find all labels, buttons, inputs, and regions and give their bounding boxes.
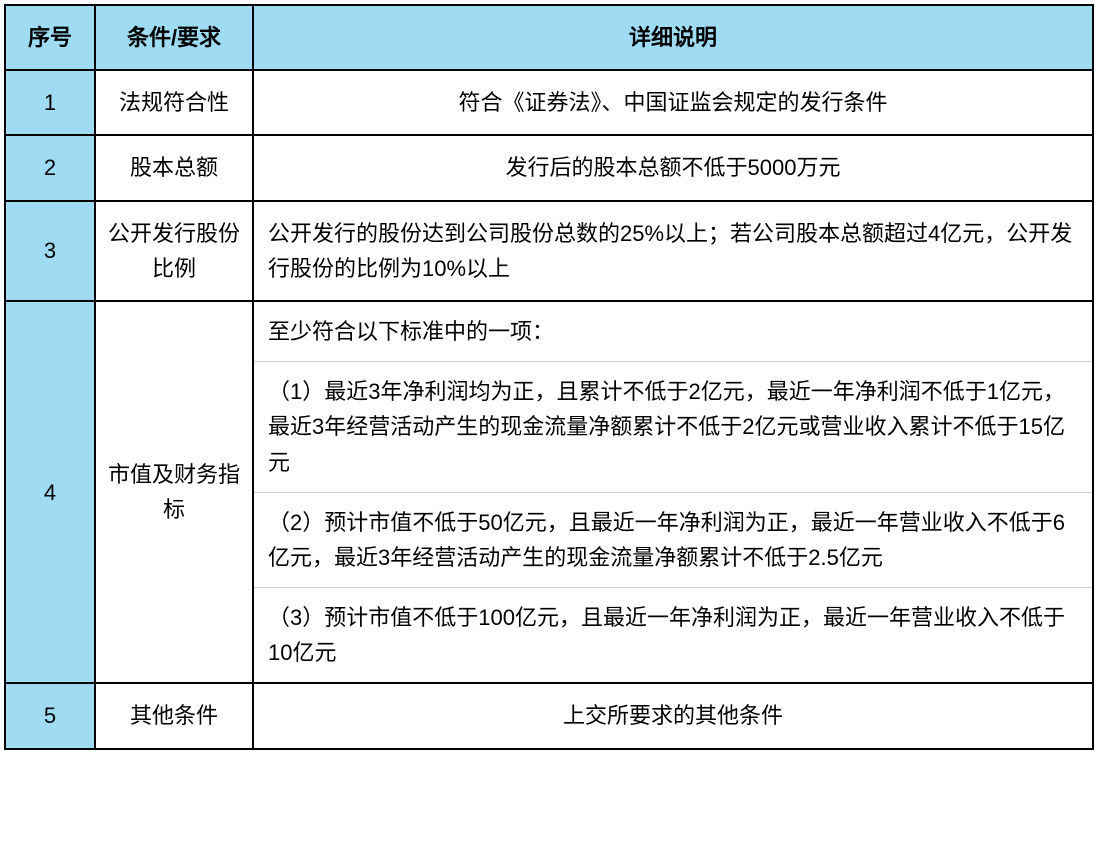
header-row: 序号 条件/要求 详细说明 bbox=[5, 5, 1093, 70]
table-row: 1 法规符合性 符合《证券法》、中国证监会规定的发行条件 bbox=[5, 70, 1093, 135]
cell-seq: 2 bbox=[5, 135, 95, 200]
cell-condition: 公开发行股份比例 bbox=[95, 201, 253, 301]
detail-sub-item: （2）预计市值不低于50亿元，且最近一年净利润为正，最近一年营业收入不低于6亿元… bbox=[254, 493, 1092, 588]
cell-seq: 5 bbox=[5, 683, 95, 748]
cell-condition: 市值及财务指标 bbox=[95, 301, 253, 684]
cell-detail: 上交所要求的其他条件 bbox=[253, 683, 1093, 748]
requirements-table: 序号 条件/要求 详细说明 1 法规符合性 符合《证券法》、中国证监会规定的发行… bbox=[4, 4, 1094, 750]
header-seq: 序号 bbox=[5, 5, 95, 70]
cell-detail: 符合《证券法》、中国证监会规定的发行条件 bbox=[253, 70, 1093, 135]
cell-condition: 股本总额 bbox=[95, 135, 253, 200]
cell-seq: 4 bbox=[5, 301, 95, 684]
detail-sub-intro: 至少符合以下标准中的一项： bbox=[254, 302, 1092, 362]
table-row: 5 其他条件 上交所要求的其他条件 bbox=[5, 683, 1093, 748]
cell-condition: 法规符合性 bbox=[95, 70, 253, 135]
cell-detail: 公开发行的股份达到公司股份总数的25%以上；若公司股本总额超过4亿元，公开发行股… bbox=[253, 201, 1093, 301]
table-row: 4 市值及财务指标 至少符合以下标准中的一项： （1）最近3年净利润均为正，且累… bbox=[5, 301, 1093, 684]
header-detail: 详细说明 bbox=[253, 5, 1093, 70]
cell-seq: 1 bbox=[5, 70, 95, 135]
header-condition: 条件/要求 bbox=[95, 5, 253, 70]
cell-detail-multi: 至少符合以下标准中的一项： （1）最近3年净利润均为正，且累计不低于2亿元，最近… bbox=[253, 301, 1093, 684]
cell-seq: 3 bbox=[5, 201, 95, 301]
table-row: 2 股本总额 发行后的股本总额不低于5000万元 bbox=[5, 135, 1093, 200]
detail-sub-item: （3）预计市值不低于100亿元，且最近一年净利润为正，最近一年营业收入不低于10… bbox=[254, 588, 1092, 682]
cell-condition: 其他条件 bbox=[95, 683, 253, 748]
detail-sub-item: （1）最近3年净利润均为正，且累计不低于2亿元，最近一年净利润不低于1亿元，最近… bbox=[254, 362, 1092, 493]
cell-detail: 发行后的股本总额不低于5000万元 bbox=[253, 135, 1093, 200]
table-row: 3 公开发行股份比例 公开发行的股份达到公司股份总数的25%以上；若公司股本总额… bbox=[5, 201, 1093, 301]
